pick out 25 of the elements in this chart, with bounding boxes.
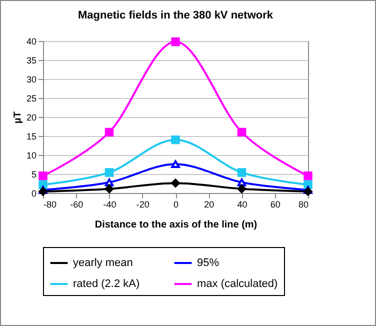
x-tick-label: 0	[173, 200, 179, 210]
legend-label: max (calculated)	[197, 278, 278, 290]
y-axis-title: µT	[12, 112, 24, 124]
x-tick-label: -80	[44, 200, 57, 210]
y-tick-label: 20	[26, 112, 36, 122]
legend-label: rated (2.2 kA)	[73, 278, 140, 290]
legend-label: yearly mean	[73, 257, 133, 269]
y-tick-label: 5	[31, 170, 36, 180]
x-tick-label: -40	[103, 200, 116, 210]
x-tick-label: 40	[237, 200, 248, 210]
x-tick-label: 60	[270, 200, 280, 210]
x-tick-label: -20	[136, 200, 150, 210]
x-tick-label: 20	[204, 200, 214, 210]
y-tick-label: 10	[26, 150, 36, 160]
legend-label: 95%	[197, 257, 220, 269]
y-tick-label: 30	[26, 74, 36, 84]
y-tick-label: 25	[26, 94, 36, 104]
y-tick-label: 15	[26, 132, 36, 142]
x-tick-label: -60	[70, 200, 84, 210]
chart-title: Magnetic fields in the 380 kV network	[78, 9, 274, 22]
y-tick-label: 0	[31, 188, 36, 198]
x-axis-title: Distance to the axis of the line (m)	[94, 220, 258, 230]
y-tick-label: 40	[26, 36, 36, 46]
x-tick-label: 80	[298, 200, 308, 210]
y-tick-label: 35	[26, 56, 36, 66]
